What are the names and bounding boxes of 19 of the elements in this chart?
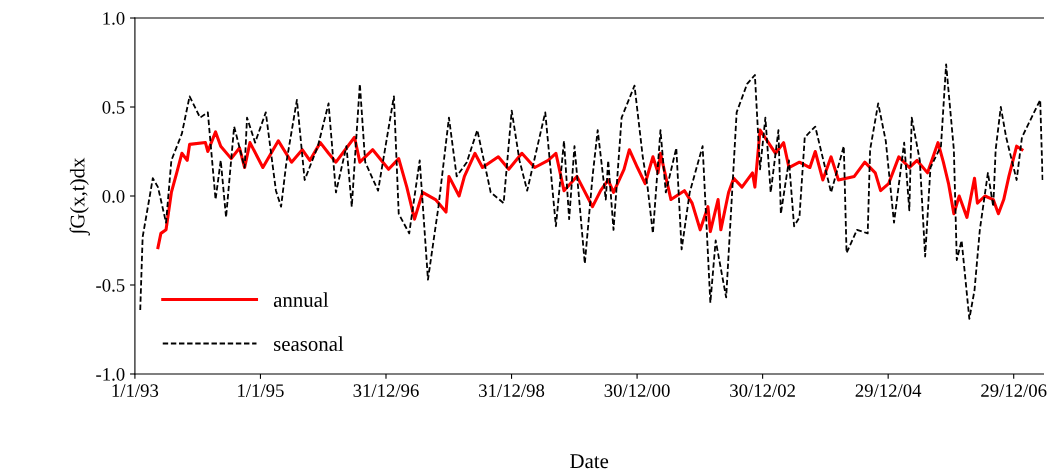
y-axis-title: ∫G(x,t)dx — [69, 157, 90, 236]
x-tick-label: 31/12/96 — [353, 384, 419, 397]
x-tick-label: 30/12/02 — [730, 384, 795, 397]
x-tick-label: 1/1/93 — [112, 384, 159, 397]
x-axis-title: Date — [570, 454, 609, 469]
y-tick-label: 1.0 — [103, 12, 125, 25]
x-tick-label: 30/12/00 — [604, 384, 670, 397]
x-tick-label: 29/12/06 — [981, 384, 1047, 397]
y-tick-label: -0.5 — [96, 279, 125, 292]
line-series — [139, 63, 1044, 320]
x-tick-label: 31/12/98 — [479, 384, 545, 397]
y-tick-label: 0.5 — [102, 101, 125, 114]
x-tick-label: 1/1/95 — [238, 384, 284, 397]
legend-label: annual — [273, 292, 329, 307]
y-tick-label: -1.0 — [96, 368, 125, 381]
legend-label: seasonal — [274, 336, 344, 351]
line-series — [156, 128, 1024, 250]
x-tick-label: 29/12/04 — [855, 384, 922, 397]
y-tick-label: 0.0 — [102, 190, 125, 203]
